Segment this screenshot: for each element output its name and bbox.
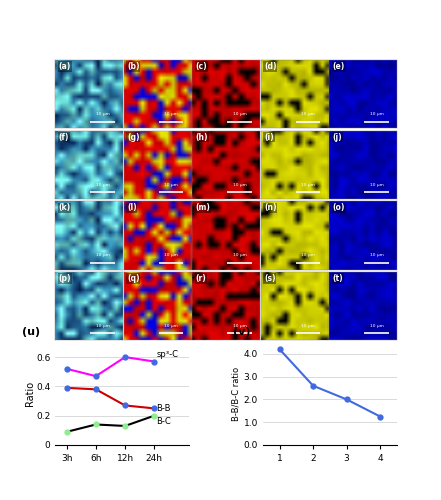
Text: 10 μm: 10 μm [370, 324, 384, 328]
Y-axis label: Ratio: Ratio [25, 381, 34, 406]
Text: (a): (a) [59, 62, 71, 71]
Text: sp³-C: sp³-C [157, 350, 179, 360]
Text: 10 μm: 10 μm [164, 112, 178, 116]
Text: B-B: B-B [157, 404, 171, 413]
Text: 10 μm: 10 μm [233, 112, 247, 116]
Text: 10 μm: 10 μm [96, 324, 109, 328]
Text: 10 μm: 10 μm [164, 182, 178, 186]
Text: (k): (k) [59, 204, 71, 212]
Text: (n): (n) [264, 204, 277, 212]
Text: 10 μm: 10 μm [301, 182, 315, 186]
Text: (p): (p) [59, 274, 71, 283]
Text: (d): (d) [264, 62, 277, 71]
Text: (i): (i) [264, 132, 274, 141]
Text: 10 μm: 10 μm [301, 112, 315, 116]
Text: (u): (u) [22, 328, 40, 338]
Text: (h): (h) [196, 132, 208, 141]
Text: 10 μm: 10 μm [96, 254, 109, 258]
Text: (m): (m) [196, 204, 210, 212]
Text: (s): (s) [264, 274, 276, 283]
Text: 10 μm: 10 μm [301, 324, 315, 328]
Text: 10 μm: 10 μm [233, 324, 247, 328]
Text: B-C: B-C [157, 417, 171, 426]
Text: 10 μm: 10 μm [233, 182, 247, 186]
Text: (e): (e) [333, 62, 345, 71]
Text: (t): (t) [333, 274, 344, 283]
Text: 10 μm: 10 μm [96, 182, 109, 186]
Text: 10 μm: 10 μm [370, 112, 384, 116]
Text: (q): (q) [127, 274, 139, 283]
Text: 10 μm: 10 μm [233, 254, 247, 258]
Text: (f): (f) [59, 132, 69, 141]
Text: 10 μm: 10 μm [164, 254, 178, 258]
Text: 10 μm: 10 μm [96, 112, 109, 116]
Text: (l): (l) [127, 204, 137, 212]
Text: (v): (v) [233, 328, 251, 338]
Text: (o): (o) [333, 204, 345, 212]
Text: 10 μm: 10 μm [370, 182, 384, 186]
Text: 10 μm: 10 μm [370, 254, 384, 258]
Text: (j): (j) [333, 132, 342, 141]
Text: (g): (g) [127, 132, 139, 141]
Text: (b): (b) [127, 62, 139, 71]
Text: 10 μm: 10 μm [164, 324, 178, 328]
Y-axis label: B-B/B-C ratio: B-B/B-C ratio [232, 366, 241, 421]
Text: 10 μm: 10 μm [301, 254, 315, 258]
Text: (c): (c) [196, 62, 207, 71]
Text: (r): (r) [196, 274, 206, 283]
